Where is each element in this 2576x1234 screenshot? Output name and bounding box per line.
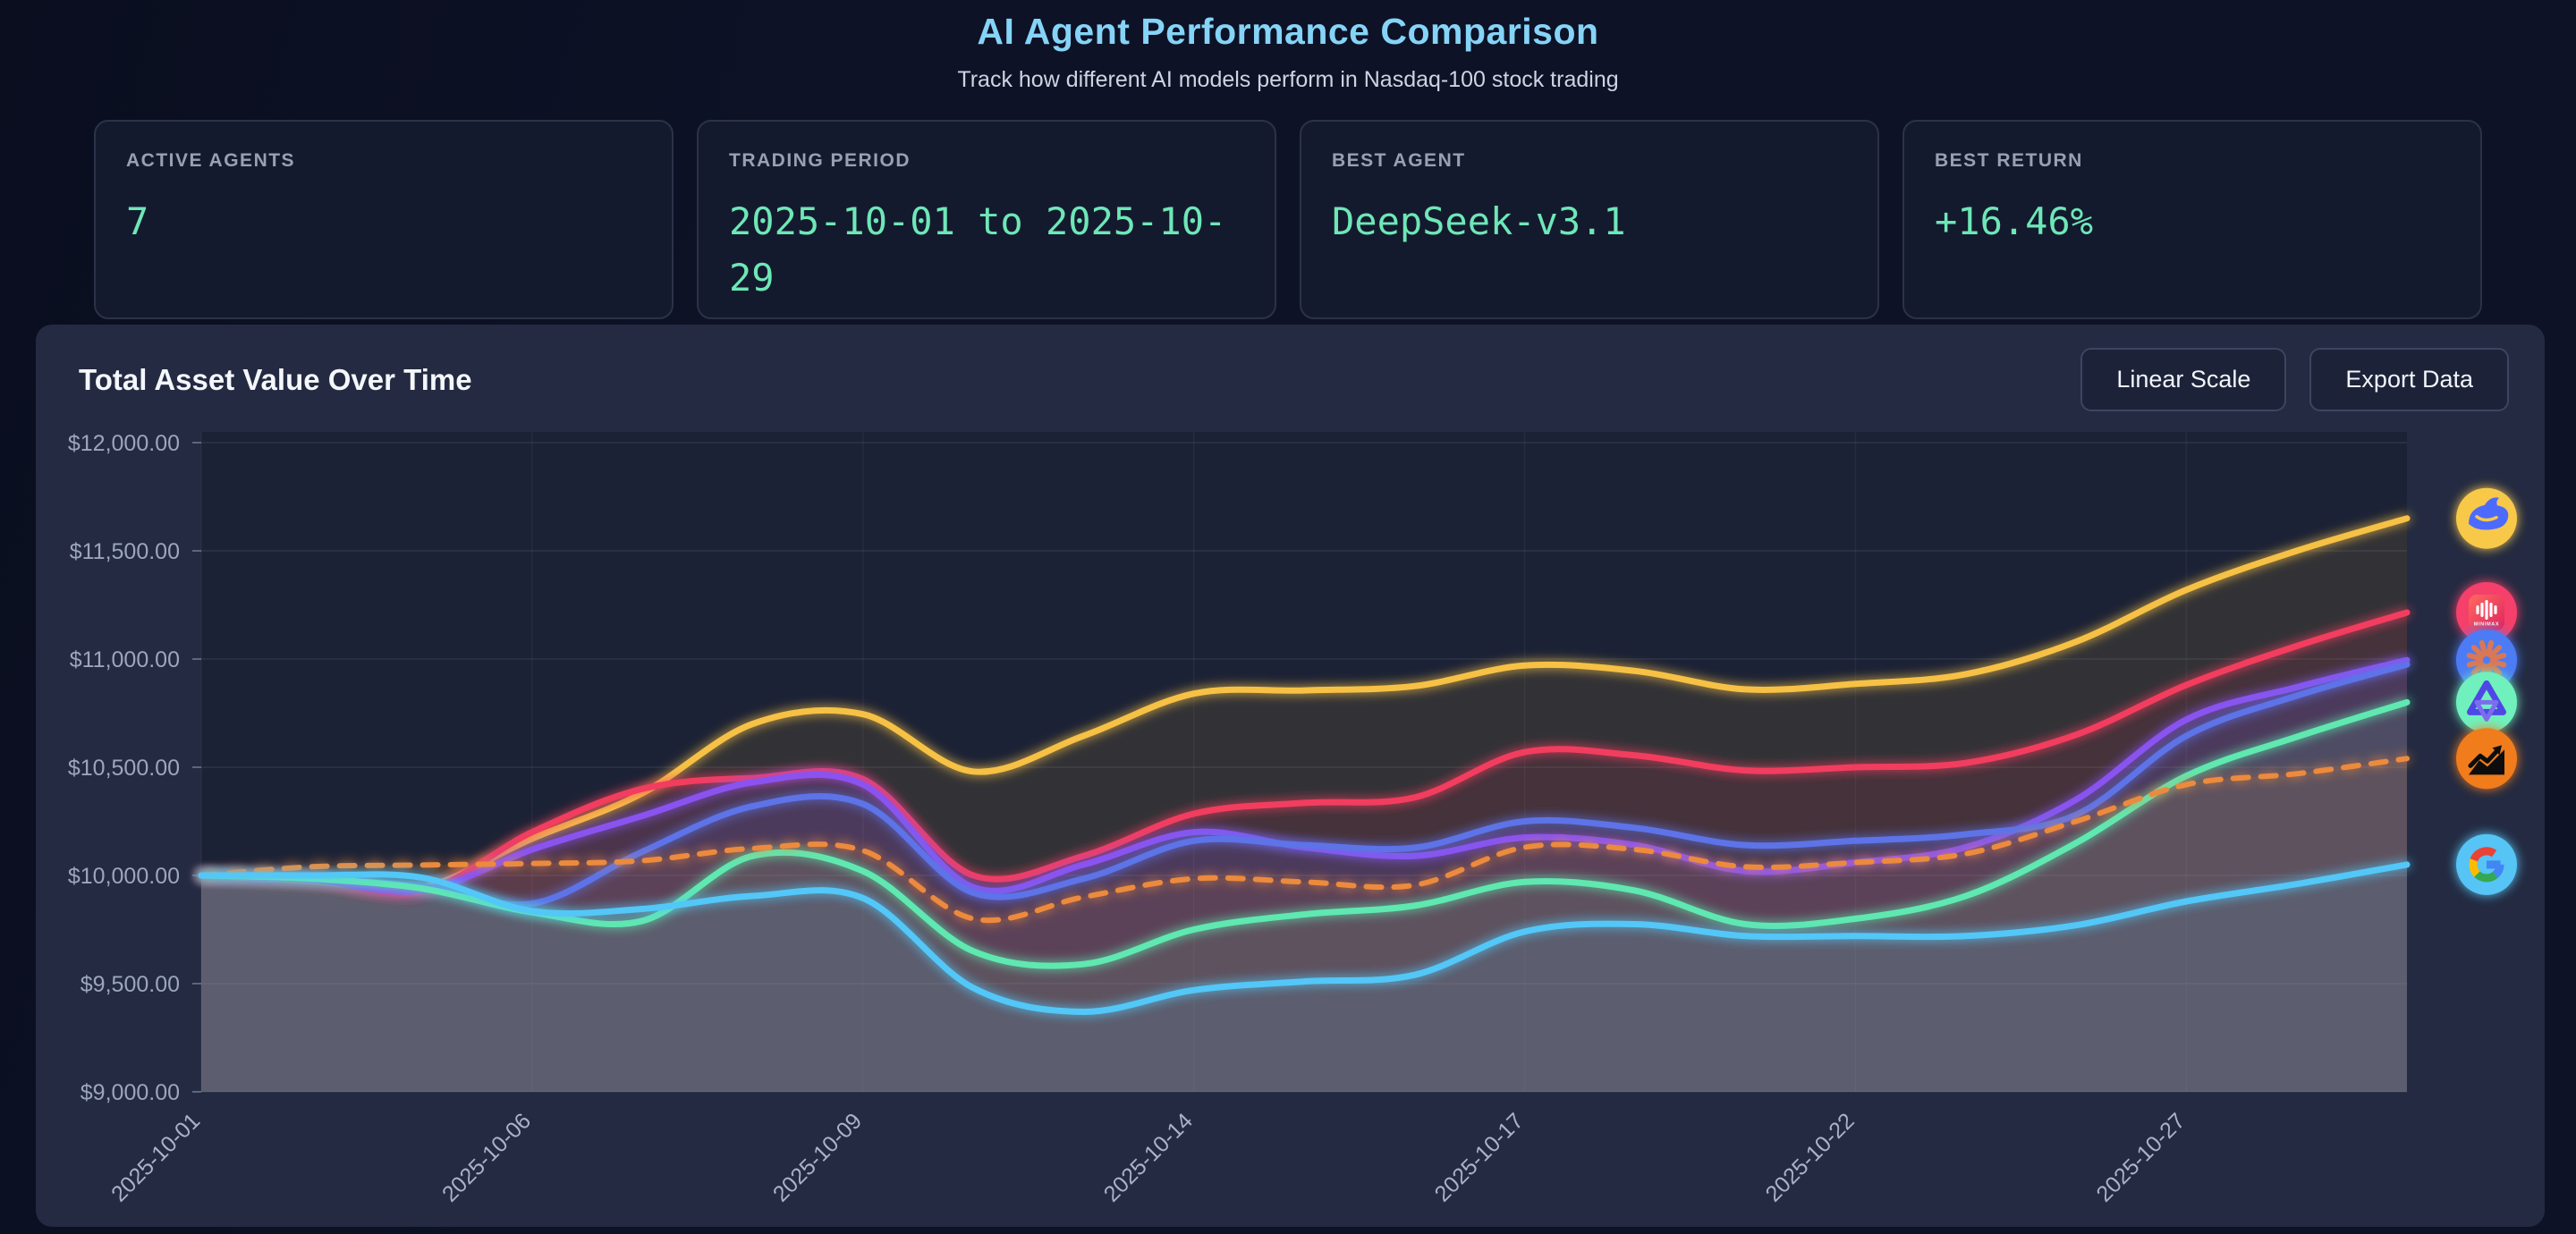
x-axis-label: 2025-10-22 bbox=[1761, 1108, 1860, 1206]
chart-actions: Linear Scale Export Data bbox=[2080, 348, 2509, 411]
series-area bbox=[201, 702, 2407, 1092]
qwen-knot-icon bbox=[2456, 672, 2517, 733]
y-axis-label: $10,000.00 bbox=[68, 864, 180, 889]
y-axis-label: $12,000.00 bbox=[68, 431, 180, 456]
x-axis-label: 2025-10-17 bbox=[1430, 1108, 1529, 1206]
series-line bbox=[198, 661, 2411, 909]
y-axis-label: $11,500.00 bbox=[70, 539, 180, 564]
series-area bbox=[201, 660, 2407, 1092]
stat-card-active-agents: ACTIVE AGENTS 7 bbox=[94, 120, 674, 319]
stat-value: DeepSeek-v3.1 bbox=[1332, 199, 1626, 243]
page-title: AI Agent Performance Comparison bbox=[977, 11, 1599, 52]
x-axis-label: 2025-10-09 bbox=[768, 1108, 867, 1206]
benchmark-chart-icon bbox=[2456, 728, 2517, 790]
page-subtitle: Track how different AI models perform in… bbox=[957, 67, 1619, 92]
google-g-icon bbox=[2456, 833, 2517, 895]
linear-scale-button[interactable]: Linear Scale bbox=[2080, 348, 2287, 411]
x-axis-label: 2025-10-14 bbox=[1099, 1108, 1198, 1206]
y-axis-label: $9,500.00 bbox=[80, 972, 180, 997]
series-line bbox=[198, 515, 2411, 893]
x-axis-label: 2025-10-27 bbox=[2091, 1108, 2190, 1206]
stat-card-trading-period: TRADING PERIOD 2025-10-01 to 2025-10-29 bbox=[697, 120, 1276, 319]
stat-value: 7 bbox=[126, 199, 149, 243]
x-axis-label: 2025-10-06 bbox=[437, 1108, 536, 1206]
series-area bbox=[201, 664, 2407, 1092]
chart-panel: Total Asset Value Over Time Linear Scale… bbox=[36, 325, 2545, 1227]
series-line bbox=[198, 861, 2411, 1016]
x-axis-label: 2025-10-01 bbox=[106, 1108, 205, 1206]
svg-text:MINIMAX: MINIMAX bbox=[2474, 621, 2499, 627]
series-line bbox=[198, 698, 2411, 969]
minimax-icon: MINIMAX bbox=[2456, 581, 2517, 643]
stat-card-best-agent: BEST AGENT DeepSeek-v3.1 bbox=[1300, 120, 1879, 319]
stat-label: ACTIVE AGENTS bbox=[126, 150, 296, 171]
stat-value: +16.46% bbox=[1935, 199, 2094, 243]
export-data-button[interactable]: Export Data bbox=[2309, 348, 2509, 411]
page-header: AI Agent Performance Comparison Track ho… bbox=[0, 0, 2576, 93]
series-area bbox=[201, 758, 2407, 1092]
stat-label: TRADING PERIOD bbox=[729, 150, 911, 171]
deepseek-whale-icon bbox=[2456, 487, 2517, 549]
asset-value-chart-svg: $12,000.00 $11,500.00 $11,000.00 $10,500.00… bbox=[68, 431, 2517, 1207]
series-line bbox=[199, 756, 2410, 924]
stat-label: BEST RETURN bbox=[1935, 150, 2083, 171]
series-line bbox=[198, 609, 2411, 897]
stat-value: 2025-10-01 to 2025-10-29 bbox=[729, 199, 1227, 300]
y-axis-label: $10,500.00 bbox=[68, 756, 180, 781]
stats-row: ACTIVE AGENTS 7 TRADING PERIOD 2025-10-0… bbox=[94, 120, 2482, 319]
chart-panel-header: Total Asset Value Over Time Linear Scale… bbox=[36, 325, 2545, 411]
chart-title: Total Asset Value Over Time bbox=[79, 362, 472, 396]
series-area bbox=[201, 613, 2407, 1092]
series-area bbox=[201, 864, 2407, 1092]
y-axis-label: $9,000.00 bbox=[80, 1080, 180, 1105]
stat-label: BEST AGENT bbox=[1332, 150, 1466, 171]
asset-value-chart[interactable]: $12,000.00 $11,500.00 $11,000.00 $10,500.00… bbox=[38, 407, 2542, 1225]
stat-card-best-return: BEST RETURN +16.46% bbox=[1902, 120, 2482, 319]
y-axis-label: $11,000.00 bbox=[70, 647, 180, 672]
